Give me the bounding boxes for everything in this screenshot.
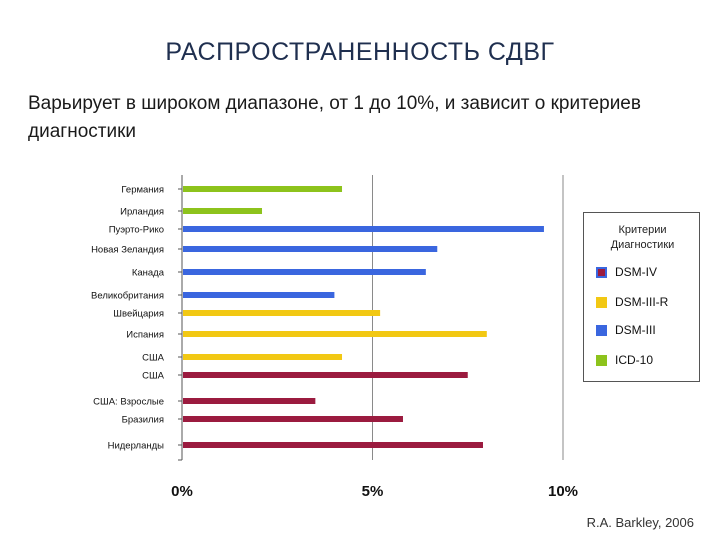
bar-4 [183,246,438,252]
category-label-12: Бразилия [122,415,164,426]
category-label-11: США: Взрослые [93,397,164,408]
bar-10 [183,372,468,378]
legend-label-dsm-iv: DSM-IV [615,265,657,279]
slide-title: РАСПРОСТРАНЕННОСТЬ СДВГ [165,38,555,66]
legend-item-dsm-iii-r: DSM-III-R [596,295,668,309]
category-label-2: Ирландия [120,207,164,218]
category-label-5: Канада [132,268,165,279]
chart-legend: Критерии Диагностики DSM-IV DSM-III-R DS… [583,212,700,382]
category-label-6: Великобритания [91,291,164,302]
category-label-9: США [142,353,165,364]
legend-swatch-dsm-iii [596,324,607,336]
category-label-1: Германия [121,185,164,196]
x-tick-label-1: 5% [362,483,384,500]
source-citation: R.A. Barkley, 2006 [586,515,694,530]
slide-subtitle: Варьирует в широком диапазоне, от 1 до 1… [28,93,641,142]
bar-6 [183,292,335,298]
category-label-7: Швейцария [113,309,164,320]
category-label-13: Нидерланды [108,441,165,452]
legend-title-line1: Критерии [618,224,667,236]
legend-label-dsm-iii-r: DSM-III-R [615,295,669,309]
bar-3 [183,226,544,232]
legend-title-line2: Диагностики [610,239,675,251]
legend-label-dsm-iii: DSM-III [615,323,656,337]
bar-8 [183,331,487,337]
legend-swatch-dsm-iii-r [596,296,607,308]
legend-title: Критерии Диагностики [584,223,701,253]
bar-11 [183,398,316,404]
bar-1 [183,186,343,192]
bar-5 [183,269,426,275]
legend-label-icd-10: ICD-10 [615,353,654,367]
legend-item-dsm-iv: DSM-IV [596,265,657,279]
bar-13 [183,442,483,448]
category-label-4: Новая Зеландия [91,245,164,256]
bar-2 [183,208,263,214]
category-label-8: Испания [126,330,164,341]
legend-item-dsm-iii: DSM-III [596,323,656,337]
x-tick-label-0: 0% [171,483,193,500]
bar-12 [183,416,403,422]
legend-item-icd-10: ICD-10 [596,353,653,367]
category-label-3: Пуэрто-Рико [109,225,164,236]
bar-7 [183,310,381,316]
x-tick-label-2: 10% [548,483,578,500]
bar-9 [183,354,343,360]
legend-swatch-dsm-iv [596,266,607,278]
legend-swatch-icd-10 [596,354,607,366]
category-label-10: США [142,371,165,382]
